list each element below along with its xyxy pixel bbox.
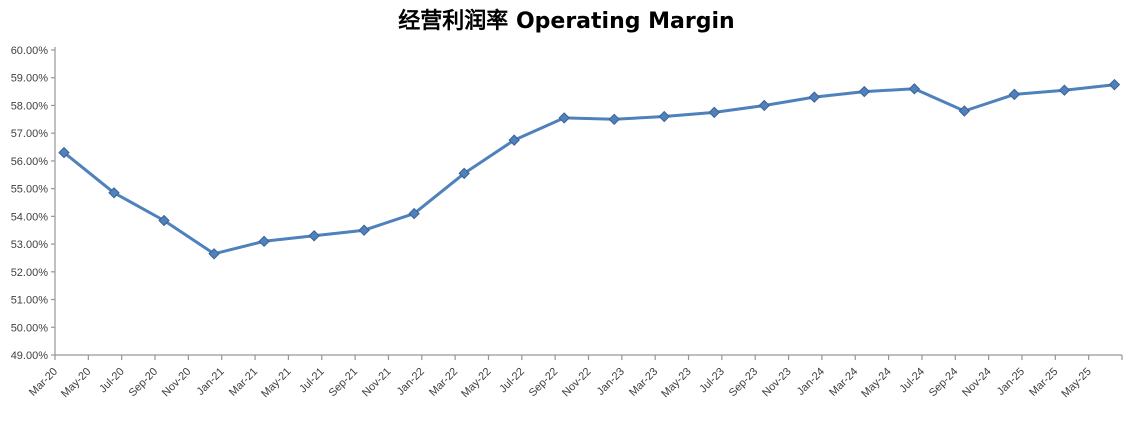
data-point-marker (258, 235, 270, 248)
x-axis-tick-label: May-25 (1059, 366, 1093, 400)
x-axis-tick-label: May-23 (659, 366, 693, 400)
data-point-marker (458, 167, 470, 180)
x-axis-tick-label: Nov-22 (560, 366, 594, 400)
x-axis-tick-label: Jan-21 (195, 366, 227, 398)
x-axis-tick-label: Sep-23 (727, 366, 761, 400)
x-axis-tick-label: Jul-23 (697, 366, 727, 396)
series-line (62, 83, 1116, 256)
x-axis-tick-label: Nov-23 (760, 366, 794, 400)
data-point-marker (708, 106, 720, 119)
x-axis-tick-label: Nov-20 (160, 366, 194, 400)
x-axis-tick-label: May-21 (259, 366, 293, 400)
x-axis-tick-label: Jul-20 (97, 366, 127, 396)
x-axis-tick-label: May-20 (59, 366, 93, 400)
y-axis-tick-label: 51.00% (11, 295, 49, 307)
data-point-marker (808, 91, 821, 103)
x-axis-tick-label: Sep-24 (927, 366, 961, 400)
y-axis-tick-label: 50.00% (11, 322, 49, 334)
x-axis-tick-label: Mar-21 (227, 366, 260, 399)
data-point-marker (358, 224, 370, 236)
data-point-marker (1008, 88, 1021, 101)
data-point-marker (208, 248, 220, 260)
y-axis-tick-label: 59.00% (11, 73, 49, 85)
x-axis-tick-label: Mar-25 (1027, 366, 1060, 399)
x-axis-tick-label: Jan-22 (395, 366, 427, 398)
data-point-marker (658, 110, 670, 123)
y-axis-tick-label: 53.00% (11, 239, 49, 251)
x-axis-tick-label: Mar-20 (27, 366, 60, 399)
x-axis-tick-label: Mar-22 (427, 366, 460, 399)
data-point-marker (408, 207, 420, 220)
data-point-marker (758, 99, 770, 112)
y-axis-tick-label: 57.00% (11, 128, 49, 140)
data-point-marker (908, 83, 921, 95)
y-axis-tick-label: 55.00% (11, 184, 49, 196)
data-point-marker (858, 85, 871, 98)
chart-title: 经营利润率 Operating Margin (398, 9, 735, 34)
x-axis-tick-label: May-24 (859, 366, 893, 400)
data-point-marker (108, 187, 120, 199)
x-axis-tick-label: Jul-21 (297, 366, 327, 396)
data-point-marker (308, 230, 320, 242)
x-axis-tick-label: Jul-24 (897, 366, 927, 396)
x-axis-tick-label: Sep-22 (527, 366, 561, 400)
y-axis-tick-label: 52.00% (11, 267, 49, 279)
data-point-marker (1108, 78, 1121, 91)
data-point-marker (158, 214, 170, 227)
x-axis-tick-label: Mar-24 (827, 366, 860, 399)
data-point-marker (958, 105, 971, 117)
y-axis-tick-label: 60.00% (11, 45, 49, 57)
data-point-marker (58, 146, 70, 159)
x-axis-tick-label: Nov-21 (360, 366, 394, 400)
x-axis-tick-label: Nov-24 (960, 366, 994, 400)
y-axis-tick-label: 56.00% (11, 156, 49, 168)
x-axis-tick-label: Jan-23 (595, 366, 627, 398)
x-axis-tick-label: Sep-20 (127, 366, 161, 400)
data-point-marker (508, 134, 520, 146)
x-axis-tick-label: Sep-21 (327, 366, 361, 400)
x-axis-tick-label: Jul-22 (497, 366, 527, 396)
y-axis-tick-label: 54.00% (11, 211, 49, 223)
x-axis-tick-label: Jan-24 (795, 366, 827, 398)
data-point-marker (1058, 84, 1071, 96)
x-axis-tick-label: Jan-25 (995, 366, 1027, 398)
data-point-marker (558, 112, 570, 124)
data-point-marker (608, 113, 620, 126)
x-axis-tick-label: May-22 (459, 366, 493, 400)
y-axis-tick-label: 49.00% (11, 350, 49, 362)
x-axis-tick-label: Mar-23 (627, 366, 660, 399)
y-axis-tick-label: 58.00% (11, 100, 49, 112)
